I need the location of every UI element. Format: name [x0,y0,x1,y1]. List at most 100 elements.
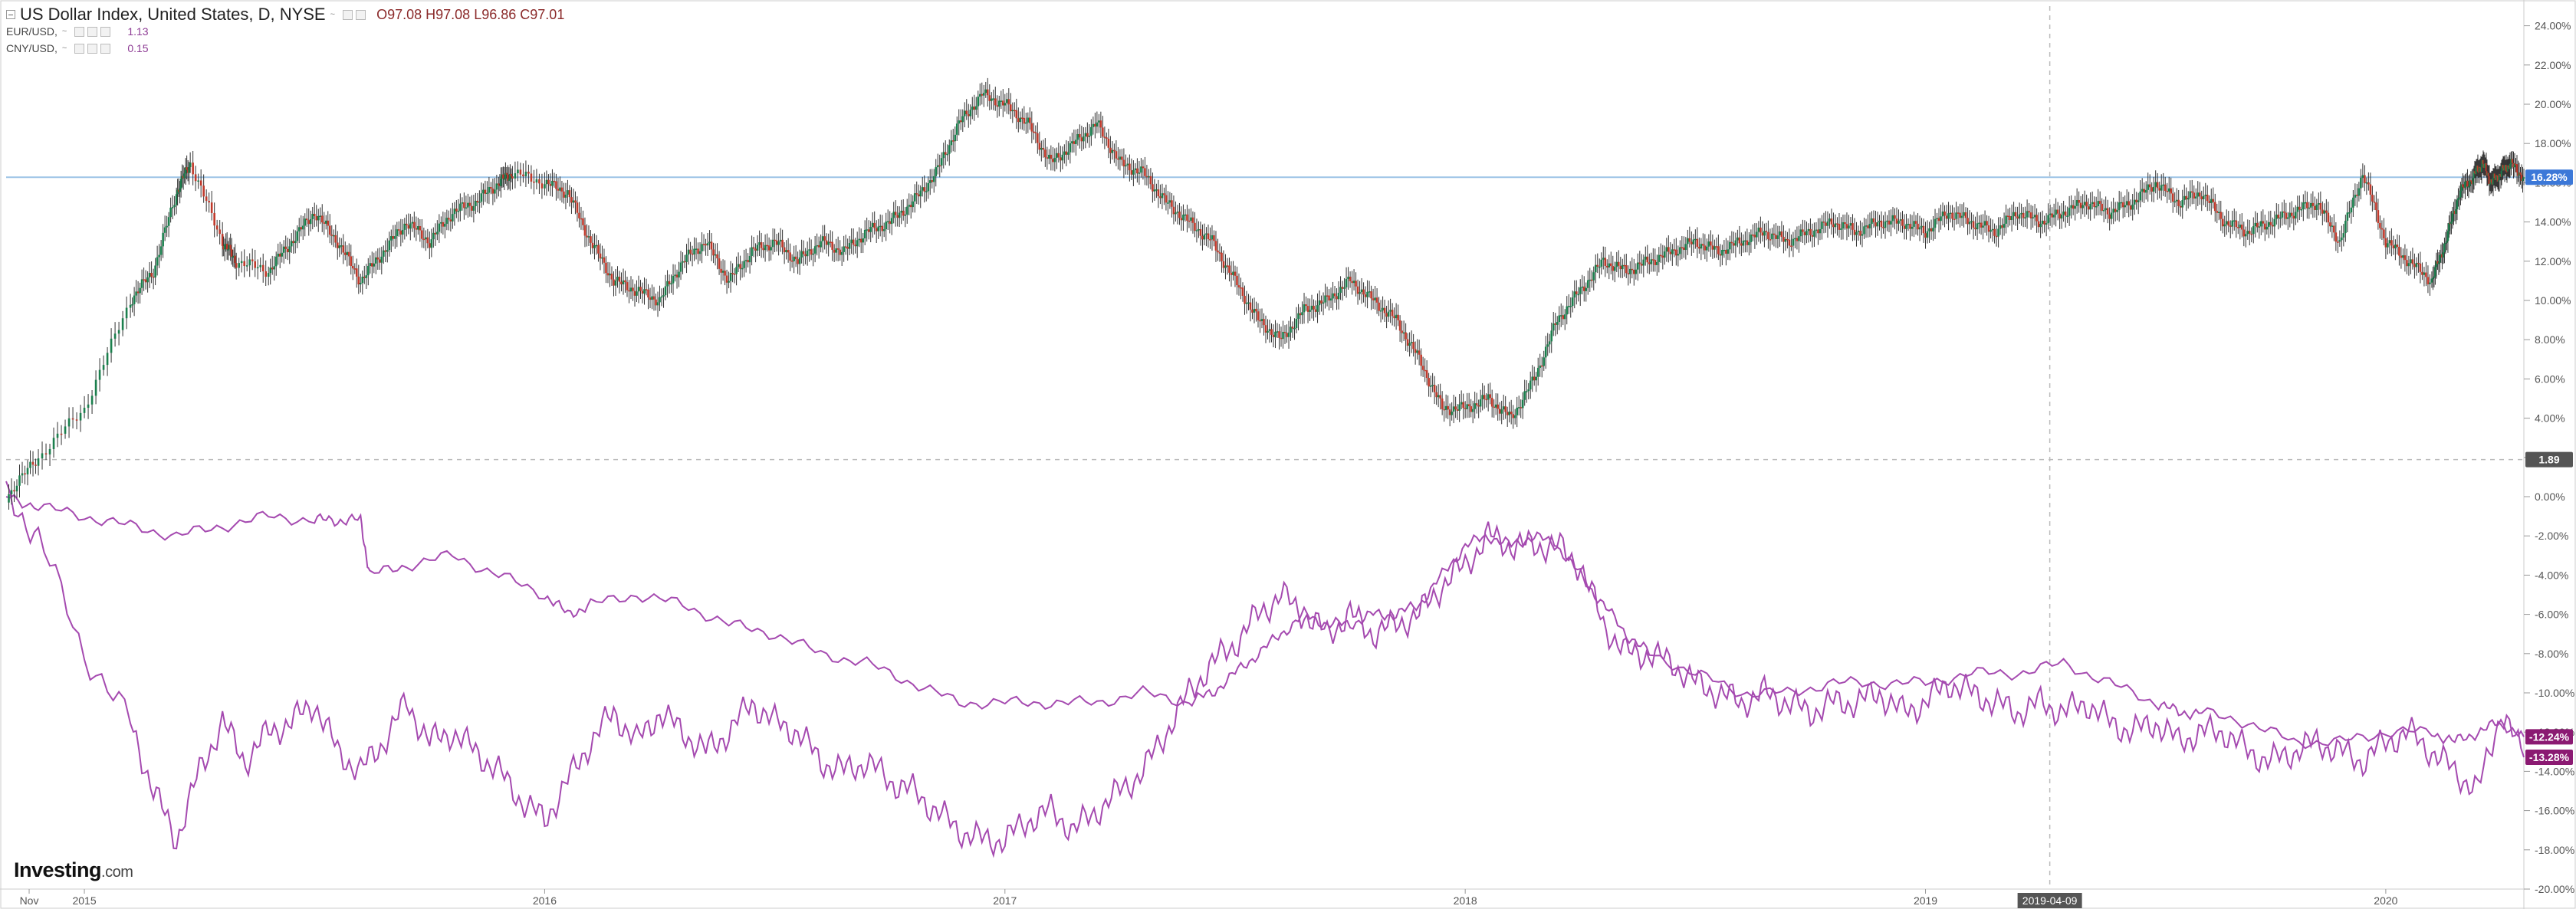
candle-body [651,296,653,300]
candle-body [240,261,243,264]
candle-body [1240,287,1242,289]
candle-body [535,179,538,183]
candle-body [1433,385,1436,392]
candle-body [900,210,903,213]
candle-body [2074,205,2076,209]
last-value-label: -13.28% [2529,751,2570,763]
candle-body [2465,180,2468,182]
candle-body [1609,263,1612,267]
candle-body [2246,231,2249,235]
candle-body [1504,406,1506,412]
candle-body [277,254,280,257]
candle-body [1714,246,1716,250]
candle-body [1398,320,1401,331]
candle-body [376,257,380,260]
settings-icon[interactable] [87,26,98,37]
candle-body [1247,302,1250,304]
candle-body [1299,313,1302,316]
candle-body [398,229,400,231]
candle-body [2072,205,2075,209]
candle-body [702,244,705,245]
candle-body [1924,233,1927,238]
candle-body [1067,152,1070,155]
y-tick-label: -10.00% [2535,687,2574,699]
candle-body [1447,405,1449,410]
candle-body [517,169,519,174]
candle-body [1385,313,1388,317]
close-icon[interactable] [100,26,111,37]
candle-body [1466,404,1468,409]
candle-body [647,289,649,298]
settings-icon[interactable] [87,43,98,54]
candle-body [1471,409,1474,412]
candle-body [1228,265,1230,273]
candle-body [1025,122,1027,124]
candle-body [1995,235,1998,238]
candle-body [1176,212,1179,213]
candle-body [2402,255,2404,258]
candle-body [374,257,377,264]
candle-body [113,333,117,339]
eye-icon[interactable] [74,43,85,54]
candle-body [1226,265,1229,267]
candle-body [948,145,951,154]
candle-body [1286,333,1288,337]
candle-body [357,276,360,285]
candle-body [2485,162,2488,172]
candle-body [2375,202,2377,211]
candle-body [2131,204,2134,210]
chevron-down-icon[interactable]: ~ [61,27,67,36]
candle-body [1803,231,1806,235]
candle-body [1809,228,1812,235]
candle-body [221,234,224,246]
candle-body [771,239,774,248]
candle-body [618,277,621,282]
candle-body [1715,246,1718,248]
candle-body [1329,298,1332,301]
collapse-legend-icon[interactable] [6,10,15,19]
main-series-title: US Dollar Index, United States, D, NYSE [20,5,326,24]
candle-body [274,256,278,267]
candle-body [2193,192,2196,199]
candle-body [2254,222,2257,227]
eye-icon[interactable] [74,26,85,37]
candle-body [839,249,841,255]
candle-body [664,286,667,296]
candle-body [1234,271,1237,276]
candle-body [2342,233,2345,238]
candle-body [330,235,334,236]
candle-body [336,242,339,248]
candle-body [453,208,456,215]
candle-body [396,229,399,237]
candle-body [1677,254,1680,256]
candle-body [1191,217,1194,223]
candle-body [1520,407,1523,409]
close-icon[interactable] [100,43,111,54]
chevron-down-icon[interactable]: ~ [61,44,67,53]
candle-body [2125,201,2128,205]
chevron-down-icon[interactable]: ~ [330,10,336,19]
settings-icon[interactable] [343,9,353,20]
eye-icon[interactable] [356,9,366,20]
candle-body [133,295,136,304]
last-value-label: -12.24% [2529,730,2570,743]
candle-body [629,287,632,292]
candle-body [1042,147,1045,150]
candle-body [1209,239,1211,241]
candle-body [1171,200,1173,207]
candle-body [954,134,957,142]
candle-body [1259,320,1261,322]
candle-body [1297,313,1300,320]
candle-body [347,251,350,257]
candle-body [1448,409,1451,415]
candle-body [2124,205,2126,208]
candle-body [2440,254,2443,256]
candle-body [313,213,316,216]
candle-body [498,185,501,187]
candle-body [1513,415,1516,418]
candle-body [1456,409,1459,411]
y-tick-label: -2.00% [2535,530,2568,542]
candle-body [877,226,879,231]
candle-body [1683,247,1685,251]
